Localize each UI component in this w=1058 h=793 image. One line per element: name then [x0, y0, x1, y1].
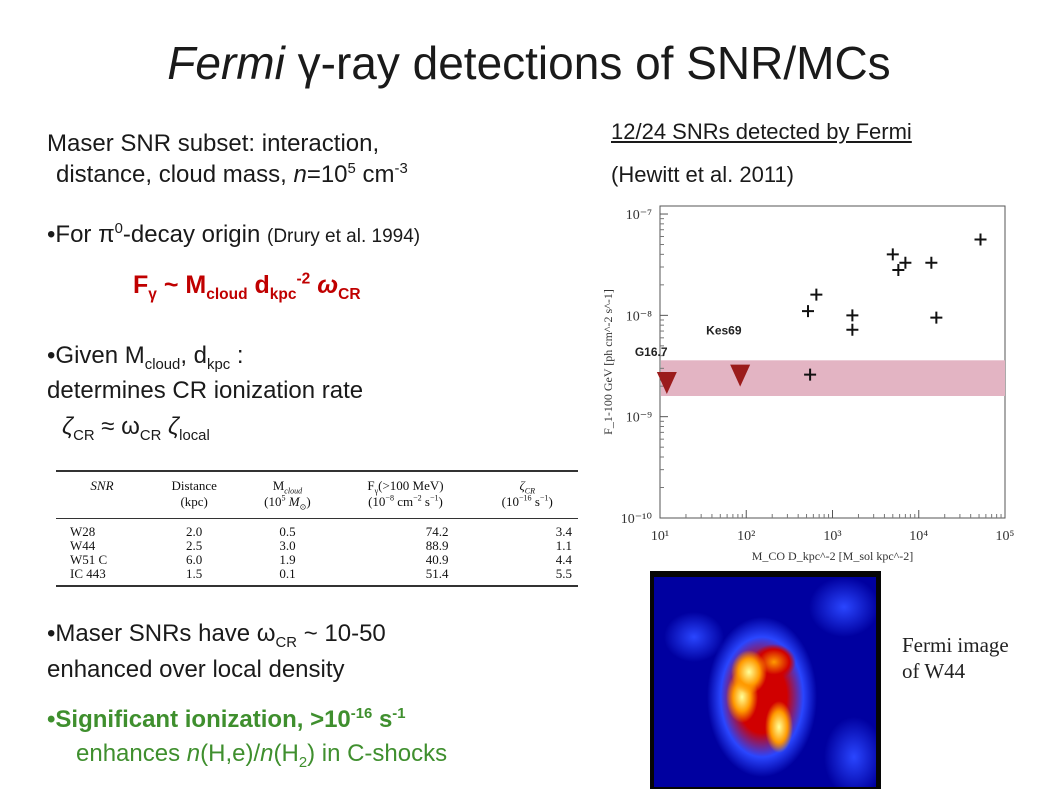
bullet-pi0-decay: •For π0-decay origin (Drury et al. 1994)	[47, 221, 421, 248]
snr-table: SNR Distance (kpc) Mcloud (105 M⊙) Fγ(>100…	[56, 470, 578, 587]
y-tick-label: 10⁻¹⁰	[621, 512, 653, 527]
flux-formula: Fγ ~ Mcloud dkpc-2 ωCR	[133, 270, 361, 303]
hewitt-reference: (Hewitt et al. 2011)	[611, 162, 795, 187]
detection-marker	[925, 256, 938, 269]
x-tick-label: 10⁴	[909, 529, 928, 544]
detection-marker	[810, 288, 823, 301]
detection-marker	[846, 309, 859, 322]
detection-marker	[974, 233, 987, 246]
detection-marker	[892, 264, 905, 277]
w44-fermi-image	[650, 571, 881, 789]
sensitivity-band	[661, 360, 1005, 396]
col-snr: SNR	[90, 478, 114, 493]
detection-marker	[899, 256, 912, 269]
intro-line-2: distance, cloud mass, n=105 cm-3	[56, 161, 408, 188]
table-row: W51 C 6.0 1.9 40.9 4.4	[70, 552, 572, 567]
fermi-detections-header: 12/24 SNRs detected by Fermi	[611, 119, 912, 144]
x-axis-label: M_CO D_kpc^-2 [M_sol kpc^-2]	[752, 549, 914, 563]
intro-line-1: Maser SNR subset: interaction,	[47, 130, 380, 157]
upper-limit-marker	[656, 371, 677, 394]
y-tick-label: 10⁻⁸	[626, 309, 652, 324]
x-tick-label: 10¹	[651, 529, 669, 544]
bullet-maser-line-2: enhanced over local density	[47, 656, 345, 683]
y-tick-label: 10⁻⁷	[626, 208, 652, 223]
detection-marker	[804, 368, 817, 381]
y-axis-label: F_1-100 GeV [ph cm^-2 s^-1]	[601, 289, 615, 435]
fermi-image-caption: Fermi image of W44	[902, 633, 1009, 683]
col-distance: Distance (kpc)	[171, 478, 217, 509]
col-zeta: ζCR (10−16 s−1)	[501, 478, 553, 509]
slide-title: Fermi γ-ray detections of SNR/MCs	[167, 37, 891, 89]
table-row: W28 2.0 0.5 74.2 3.4	[70, 524, 572, 539]
col-fgamma: Fγ(>100 MeV) (10−8 cm−2 s−1)	[367, 478, 444, 509]
bullet-significant-line-2: enhances n(H,e)/n(H2) in C-shocks	[76, 740, 448, 771]
bullet-significant-ionization: •Significant ionization, >10-16 s-1	[47, 706, 406, 733]
x-tick-label: 10⁵	[996, 529, 1015, 544]
detection-marker	[930, 311, 943, 324]
bullet-given-mcloud: •Given Mcloud, dkpc :	[47, 342, 244, 373]
upper-limit-label: G16.7	[635, 345, 668, 359]
x-tick-label: 10²	[737, 529, 755, 544]
y-tick-label: 10⁻⁹	[626, 411, 652, 426]
detection-marker	[846, 323, 859, 336]
table-row: W44 2.5 3.0 88.9 1.1	[70, 538, 572, 553]
upper-limit-marker	[730, 364, 751, 387]
table-row: IC 443 1.5 0.1 51.4 5.5	[70, 566, 572, 581]
flux-vs-mass-chart: 10¹ 10² 10³ 10⁴ 10⁵ 10⁻¹⁰ 10⁻⁹ 10⁻⁸ 10⁻⁷ G16.7 Ke…	[601, 205, 1015, 563]
detection-marker	[802, 305, 815, 318]
w44-intensity-map	[654, 577, 876, 787]
bullet-maser-snrs: •Maser SNRs have ωCR ~ 10-50	[47, 620, 386, 651]
upper-limit-label: Kes69	[706, 324, 742, 338]
detection-marker	[886, 248, 899, 261]
zeta-relation: ζCR ≈ ωCR ζlocal	[62, 413, 210, 444]
bullet-given-line-2: determines CR ionization rate	[47, 377, 364, 404]
x-tick-label: 10³	[823, 529, 841, 544]
col-mcloud: Mcloud (105 M⊙)	[264, 478, 311, 512]
